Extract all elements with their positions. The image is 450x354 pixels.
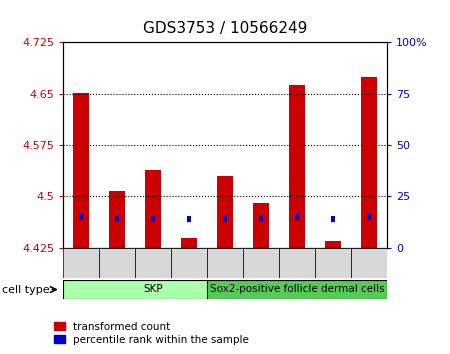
Bar [73,93,89,248]
Bar [331,216,335,222]
Bar [109,191,125,248]
Bar [217,176,233,248]
Bar [79,214,83,220]
Bar [171,248,207,278]
Bar [99,248,135,278]
Bar [63,280,243,299]
Bar [207,280,387,299]
Text: cell type: cell type [2,285,50,295]
Bar [351,248,387,278]
Bar [151,216,155,222]
Bar [279,248,315,278]
Bar [115,216,119,222]
Text: SKP: SKP [143,284,163,295]
Bar [361,78,377,248]
Bar [367,214,371,220]
Text: Sox2-positive follicle dermal cells: Sox2-positive follicle dermal cells [210,284,384,295]
Bar [187,216,191,222]
Bar [243,248,279,278]
Bar [145,171,161,248]
Bar [181,238,197,248]
Bar [63,248,99,278]
Bar [253,202,269,248]
Text: GDS3753 / 10566249: GDS3753 / 10566249 [143,21,307,36]
Bar [315,248,351,278]
Bar [259,216,263,222]
Bar [289,85,305,248]
Legend: transformed count, percentile rank within the sample: transformed count, percentile rank withi… [50,317,253,349]
Bar [223,216,227,222]
Bar [135,248,171,278]
Bar [295,214,299,220]
Bar [325,241,341,248]
Bar [207,248,243,278]
